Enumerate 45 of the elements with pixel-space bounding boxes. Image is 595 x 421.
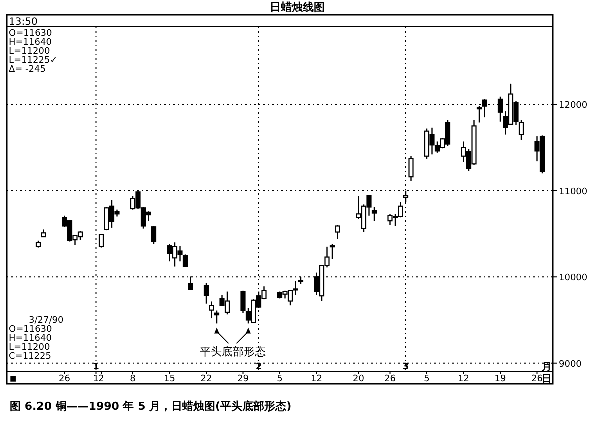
candlestick bbox=[372, 206, 378, 222]
annotation: O=11630 bbox=[9, 29, 53, 39]
x-tick-label: 15 bbox=[164, 374, 176, 384]
x-tick-label: 26 bbox=[532, 374, 544, 384]
y-tick-label: 9000 bbox=[559, 360, 582, 370]
x-tick-label: 12 bbox=[311, 374, 322, 384]
candlestick bbox=[214, 310, 220, 324]
y-tick-label: 12000 bbox=[559, 101, 588, 112]
x-tick-label: 5 bbox=[424, 374, 430, 384]
chart-title: 日蜡烛线图 bbox=[270, 1, 325, 14]
x-tick-label: 26 bbox=[59, 374, 71, 384]
candlestick bbox=[209, 301, 214, 320]
x-tick-label: 19 bbox=[494, 374, 506, 384]
annotation: O=11630 bbox=[9, 325, 53, 335]
x-tick-label: 22 bbox=[200, 374, 212, 384]
annotation: L=11200 bbox=[9, 47, 50, 57]
x-tick-label: 12 bbox=[458, 374, 470, 384]
candlestick bbox=[151, 226, 157, 245]
candlestick bbox=[335, 224, 340, 240]
x2-axis-title: 月 bbox=[541, 362, 552, 373]
candlestick bbox=[98, 233, 104, 248]
y-tick-label: 11000 bbox=[559, 187, 588, 198]
annotation: Δ= -245 bbox=[9, 65, 46, 75]
x-tick-label: 8 bbox=[130, 374, 136, 384]
annotation: 3/27/90 bbox=[29, 316, 64, 326]
caption: 图 6.20 铜——1990 年 5 月，日蜡烛图(平头底部形态) bbox=[10, 400, 292, 413]
x-tick-label: 20 bbox=[353, 374, 365, 384]
x-tick-label: 26 bbox=[384, 374, 396, 384]
x-tick-label: 2 bbox=[98, 374, 104, 384]
annotation: L=11225✓ bbox=[9, 56, 58, 66]
y-tick-label: 10000 bbox=[559, 274, 588, 284]
annotation: H=11640 bbox=[9, 38, 52, 48]
candlestick bbox=[182, 254, 188, 268]
annotation: 平头底部形态 bbox=[200, 346, 266, 359]
candlestick bbox=[204, 282, 210, 304]
x-tick-label: 5 bbox=[277, 374, 283, 384]
annotation: C=11225 bbox=[9, 352, 52, 362]
annotation: H=11640 bbox=[9, 334, 52, 344]
candlestick bbox=[408, 156, 414, 182]
x-tick-label: 29 bbox=[238, 374, 250, 384]
candlestick bbox=[330, 244, 336, 260]
annotation: L=11200 bbox=[9, 343, 50, 353]
x-axis-title: 日 bbox=[542, 374, 552, 385]
annotation: 13:50 bbox=[9, 17, 38, 28]
x-tick-label: 1 bbox=[93, 374, 100, 384]
